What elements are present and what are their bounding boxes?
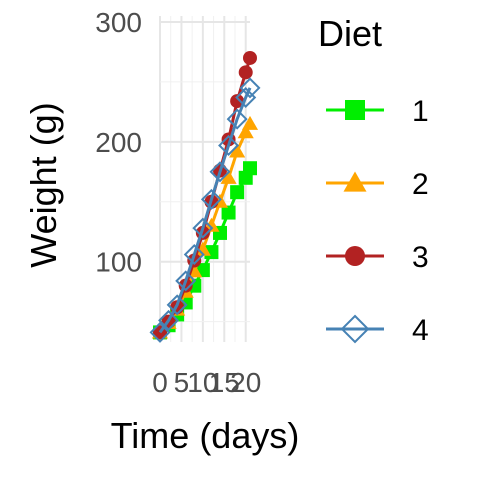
data-point [209,161,231,183]
data-point [220,169,237,184]
legend-key-marker [345,246,365,266]
y-axis-title: Weight (g) [23,102,64,267]
grid [159,16,250,342]
x-tick-label: 5 [174,367,190,398]
data-point [237,124,254,139]
x-tick-label: 20 [230,367,261,398]
legend-item-4: 4 [326,314,429,347]
data-point [218,134,240,156]
data-point [158,309,180,331]
data-point [241,115,259,130]
y-tick-label: 300 [95,7,142,38]
series-diet-4 [149,77,261,343]
x-axis-title: Time (days) [111,415,300,456]
legend-label: 3 [412,241,429,274]
x-tick-label: 10 [187,367,218,398]
plot-series [149,50,261,343]
data-point [194,241,211,256]
legend-key-marker [340,314,370,344]
legend-key-marker [343,171,367,192]
legend-key-marker [345,100,365,120]
data-point [243,161,257,176]
x-tick-label: 15 [209,367,240,398]
data-point [149,321,171,343]
data-point [226,108,248,130]
data-point [230,94,245,109]
y-axis-ticks: 100 200 300 [95,7,142,278]
x-tick-label: 0 [152,367,168,398]
data-point [192,217,214,239]
data-point [221,205,236,220]
legend-label: 1 [412,95,429,128]
legend-item-3: 3 [326,241,429,274]
series-line [158,87,252,334]
legend-item-2: 2 [326,168,429,201]
legend-label: 4 [412,314,429,347]
y-tick-label: 100 [95,247,142,278]
legend-label: 2 [412,168,429,201]
data-point [200,188,222,210]
legend-item-1: 1 [326,95,429,128]
data-point [243,50,257,65]
data-point [166,294,188,316]
data-point [239,77,261,99]
data-point [230,185,245,200]
legend-title: Diet [318,13,382,54]
data-point [238,65,253,80]
data-point [175,270,197,292]
legend: Diet 1 2 3 4 [318,13,429,347]
data-point [229,143,246,158]
y-tick-label: 200 [95,127,142,158]
data-point [183,243,205,266]
